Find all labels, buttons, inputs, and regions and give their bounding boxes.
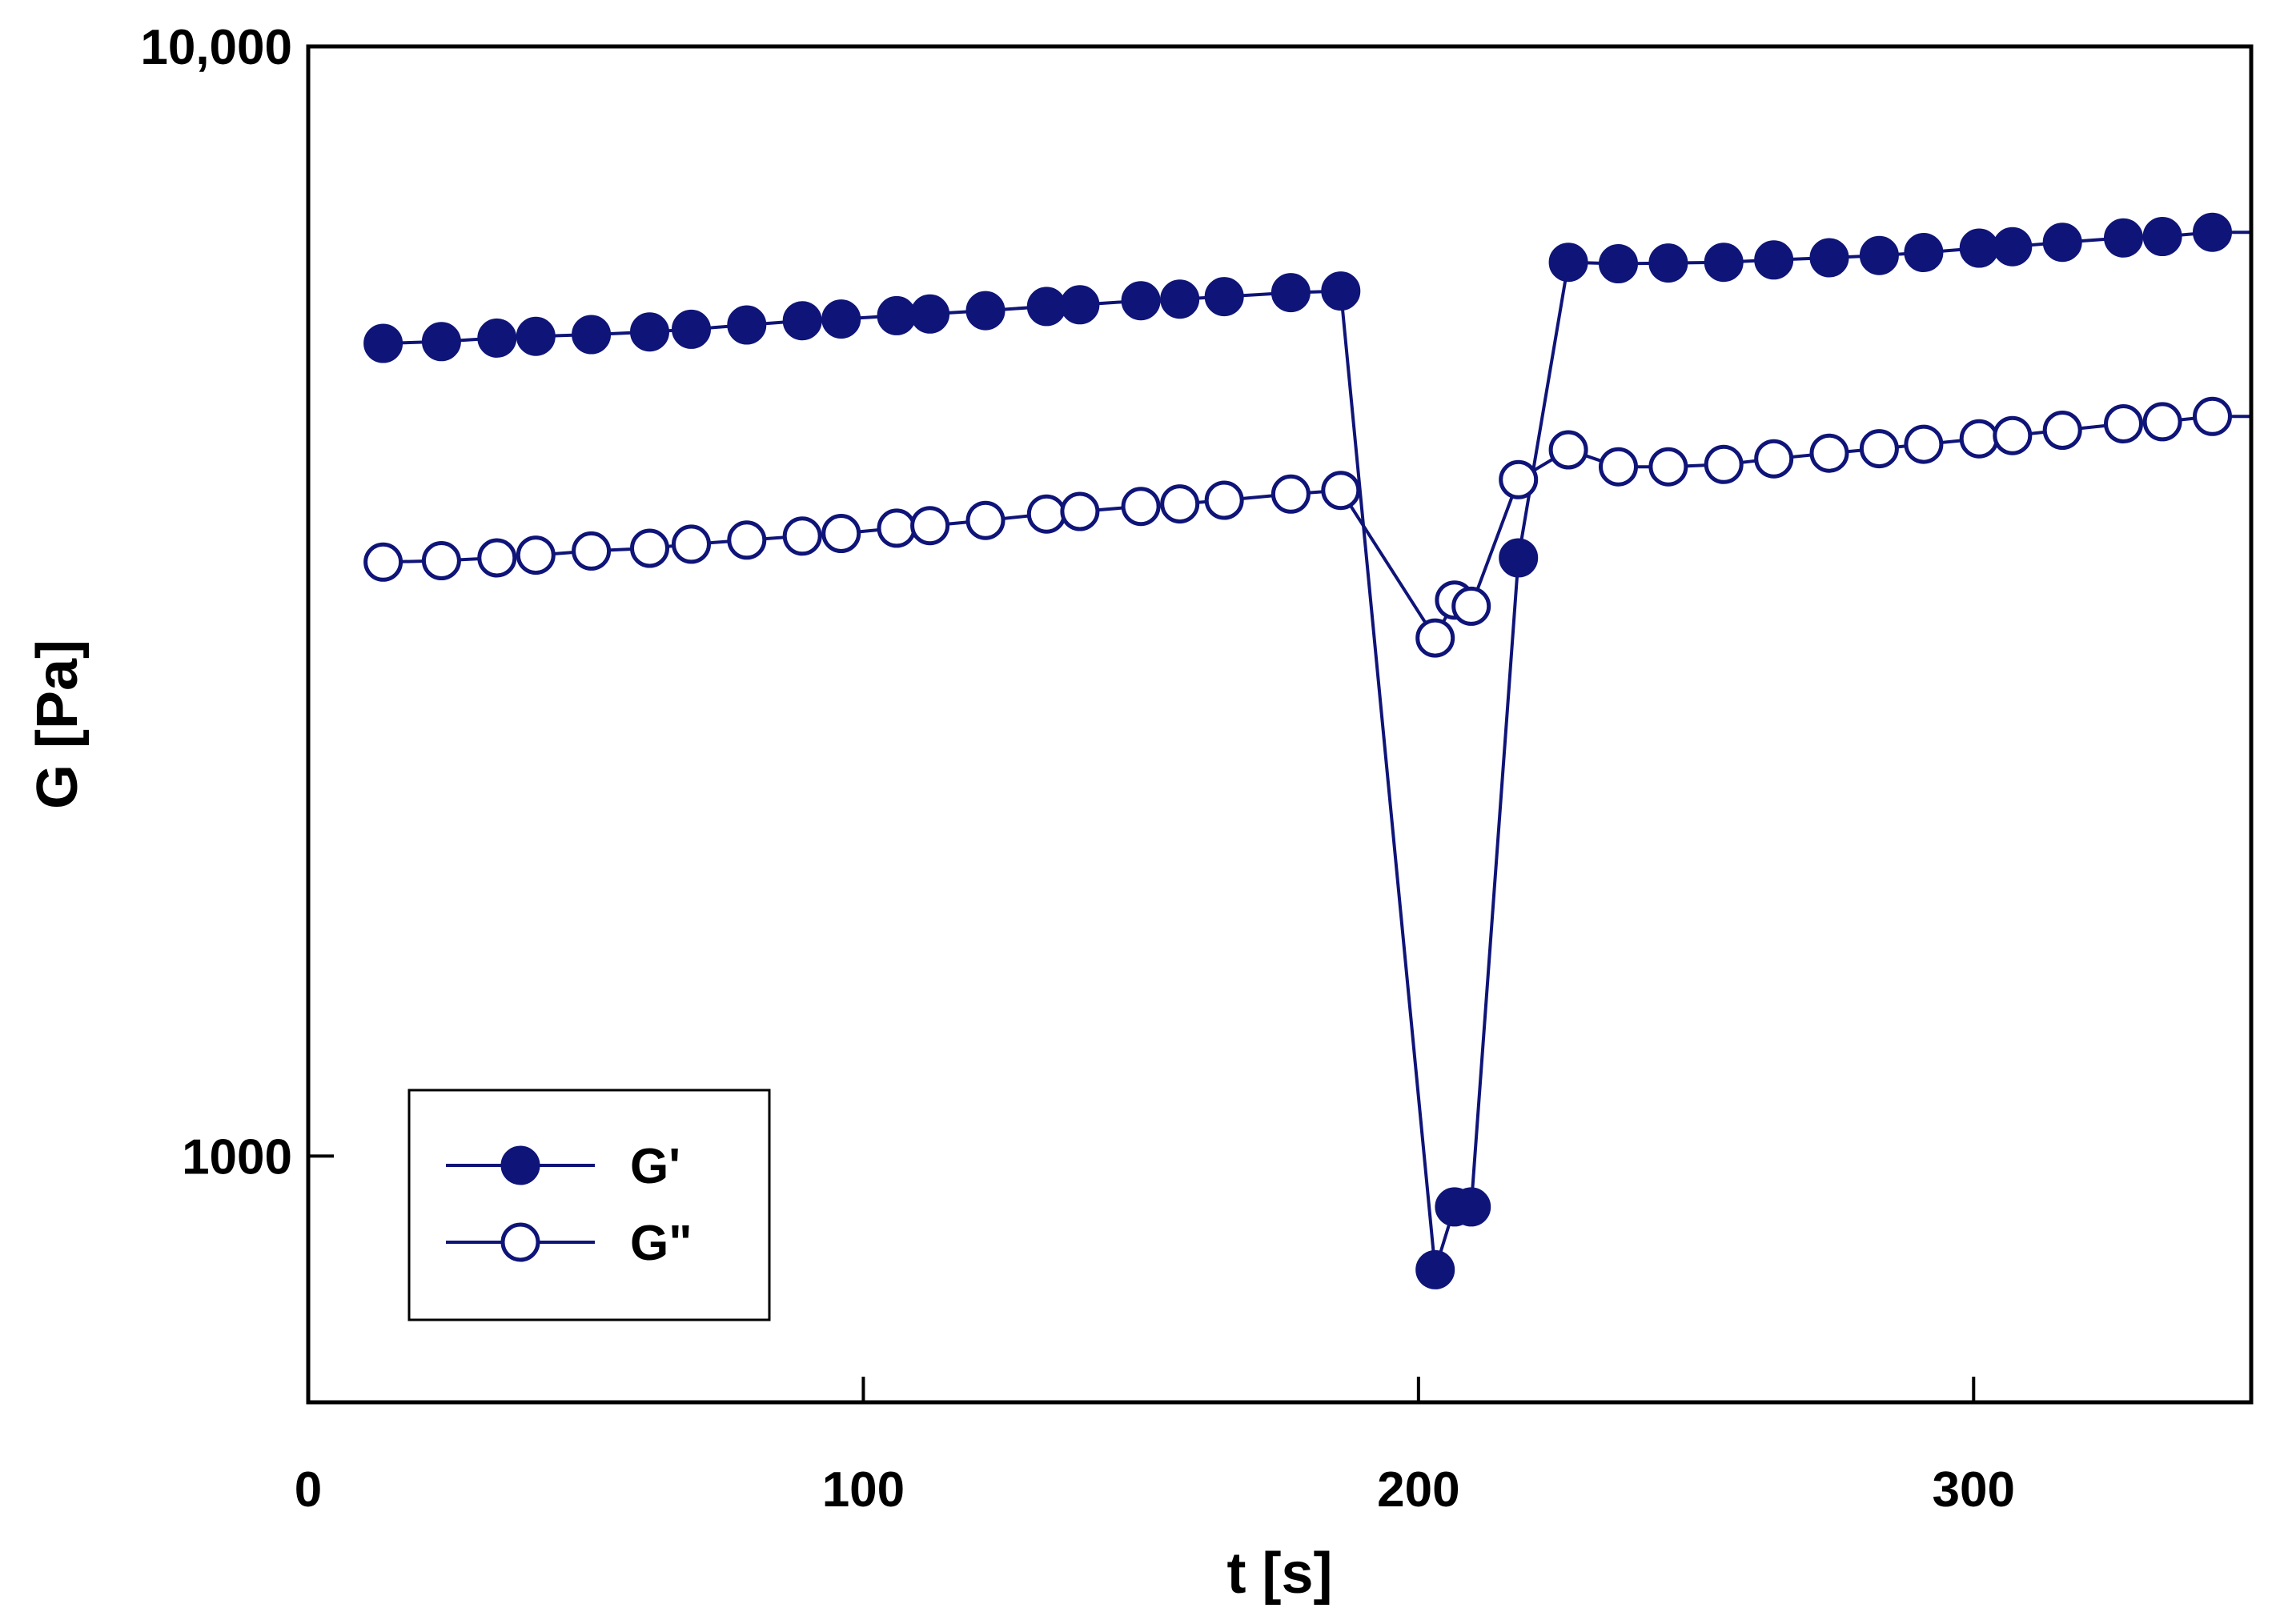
gprime-point xyxy=(965,291,1006,331)
gprime-point xyxy=(1415,1249,1455,1289)
gdoubleprime-point xyxy=(516,535,556,575)
gdoubleprime-point xyxy=(2193,396,2232,436)
gdoubleprime-point xyxy=(1548,430,1588,470)
gprime-point xyxy=(1859,235,1899,275)
gdoubleprime-point xyxy=(1809,433,1849,473)
gdoubleprime-point xyxy=(1121,487,1161,527)
gdoubleprime-point xyxy=(1959,419,1999,459)
x-tick-label: 300 xyxy=(1933,1462,2015,1518)
gdoubleprime-point xyxy=(421,541,461,580)
x-tick-label: 200 xyxy=(1377,1462,1459,1518)
gdoubleprime-point xyxy=(1704,444,1744,484)
gprime-point xyxy=(421,322,461,362)
gprime-point xyxy=(2042,223,2082,263)
legend-label: G' xyxy=(630,1139,680,1194)
gprime-point xyxy=(1270,273,1311,313)
legend-label: G" xyxy=(630,1216,692,1271)
x-tick-label: 100 xyxy=(822,1462,905,1518)
series-markers xyxy=(363,212,2232,1289)
gprime-point xyxy=(2104,218,2143,258)
y-tick-label: 1000 xyxy=(182,1129,292,1185)
gdoubleprime-point xyxy=(363,542,403,582)
gdoubleprime-point xyxy=(727,520,767,560)
gdoubleprime-point xyxy=(672,524,711,564)
gprime-point xyxy=(910,294,950,334)
x-axis-title: t [s] xyxy=(1227,1542,1333,1606)
gprime-point xyxy=(782,301,822,341)
gdoubleprime-point xyxy=(1204,480,1244,520)
gprime-point xyxy=(1704,243,1744,283)
gprime-point xyxy=(1904,233,1944,272)
legend-box xyxy=(407,1089,771,1321)
gprime-point xyxy=(1121,281,1161,321)
gprime-point xyxy=(1809,238,1849,278)
gprime-point xyxy=(1754,240,1794,280)
gprime-point xyxy=(1321,271,1361,311)
gdoubleprime-point xyxy=(877,508,917,548)
gdoubleprime-point xyxy=(1321,471,1361,511)
y-tick-label: 10,000 xyxy=(140,20,292,75)
gprime-point xyxy=(516,316,556,356)
gdoubleprime-point xyxy=(1499,459,1539,499)
gprime-point xyxy=(2193,212,2232,252)
gprime-point xyxy=(1648,243,1688,283)
gprime-point xyxy=(630,312,669,352)
gdoubleprime-point xyxy=(1648,447,1688,487)
gprime-point xyxy=(821,299,861,339)
gprime-point xyxy=(1160,279,1200,319)
gdoubleprime-point xyxy=(1060,491,1100,531)
gdoubleprime-point xyxy=(1270,474,1311,514)
y-axis-title: G [Pa] xyxy=(26,640,90,809)
gdoubleprime-point xyxy=(477,538,517,578)
legend: G' G" xyxy=(407,1089,771,1321)
gdoubleprime-point xyxy=(965,500,1006,540)
gprime-point xyxy=(1959,228,1999,268)
gdoubleprime-point xyxy=(572,531,612,571)
gprime-point xyxy=(1451,1187,1491,1227)
gprime-point xyxy=(2142,217,2182,256)
gdoubleprime-point xyxy=(2142,402,2182,442)
gdoubleprime-point xyxy=(1415,618,1455,658)
gprime-point xyxy=(1026,287,1066,327)
gprime-point xyxy=(1204,277,1244,317)
gdoubleprime-point xyxy=(2042,411,2082,450)
gdoubleprime-point xyxy=(910,506,950,546)
gprime-point xyxy=(877,295,917,335)
gdoubleprime-point xyxy=(630,528,669,568)
gdoubleprime-point xyxy=(1904,424,1944,464)
gprime-point xyxy=(672,309,711,349)
gdoubleprime-point xyxy=(1599,447,1638,487)
gprime-point xyxy=(727,305,767,345)
gprime-point xyxy=(1060,285,1100,325)
gdoubleprime-point xyxy=(1859,429,1899,469)
x-tick-label: 0 xyxy=(295,1462,322,1518)
gdoubleprime-point xyxy=(1026,494,1066,534)
gdoubleprime-point xyxy=(1160,484,1200,524)
gprime-point xyxy=(477,318,517,358)
legend-open-circle-icon xyxy=(500,1222,540,1262)
gprime-point xyxy=(1993,227,2033,267)
axis-ticks xyxy=(308,45,1976,1402)
gdoubleprime-point xyxy=(2104,404,2143,443)
legend-filled-circle-icon xyxy=(500,1145,540,1185)
gdoubleprime-point xyxy=(782,516,822,556)
plot-frame xyxy=(306,44,2254,1405)
gdoubleprime-point xyxy=(821,514,861,553)
gprime-point xyxy=(363,323,403,363)
gprime-point xyxy=(1548,243,1588,283)
gprime-point xyxy=(1599,244,1638,283)
axis-tick-labels: 0 100 200 300 1000 10,000 xyxy=(140,20,2015,1518)
gprime-point xyxy=(1499,538,1539,578)
gdoubleprime-point xyxy=(1754,439,1794,479)
gdoubleprime-point xyxy=(1993,415,2033,455)
gprime-point xyxy=(572,315,612,355)
gdoubleprime-point xyxy=(1451,586,1491,626)
